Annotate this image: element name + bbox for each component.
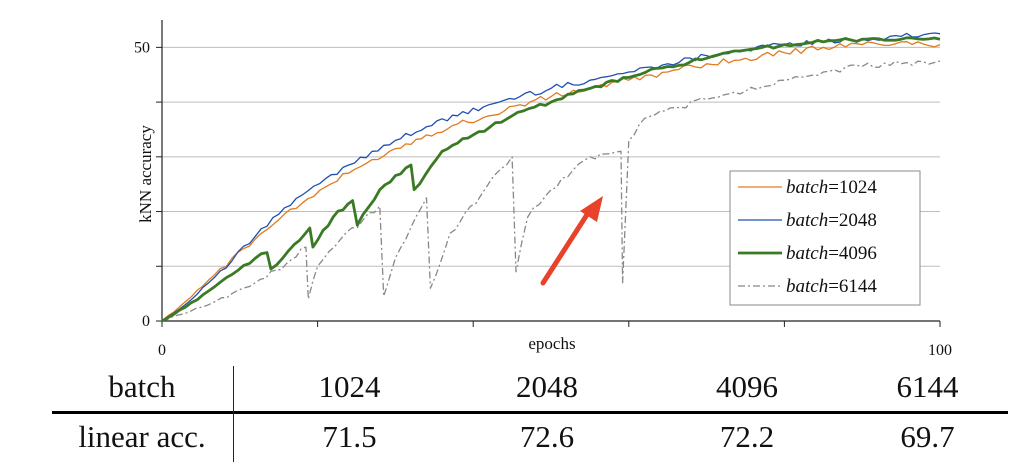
table-row: linear acc. 71.5 72.6 72.2 69.7: [52, 412, 1008, 462]
table-header-row: batch 1024 2048 4096 6144: [52, 362, 1008, 412]
red-arrow-head: [580, 196, 603, 222]
x-axis-label: epochs: [528, 334, 575, 353]
legend-entry-4096: batch=4096: [786, 243, 877, 264]
y-tick-label: 0: [142, 313, 150, 330]
axes: [156, 20, 941, 327]
x-tick-label: 0: [158, 342, 166, 359]
y-axis-label: kNN accuracy: [136, 125, 155, 223]
table-divider: [52, 411, 1008, 414]
table-header-cell: 1024: [318, 369, 381, 404]
table-cell: 71.5: [322, 419, 377, 454]
series-line-4096: [161, 36, 941, 323]
legend-entry-6144: batch=6144: [786, 276, 877, 297]
table-column-divider: [233, 366, 234, 462]
red-arrow-shaft: [540, 207, 593, 286]
table-row-label: linear acc.: [78, 419, 206, 454]
x-tick-label: 100: [928, 342, 952, 359]
tick-labels: 0 50 0 100: [134, 39, 952, 359]
red-arrow-annotation: [540, 196, 603, 286]
legend-entry-2048: batch=2048: [786, 210, 877, 231]
table-cell: 69.7: [900, 419, 955, 454]
table-header-cell: 6144: [896, 369, 959, 404]
table-header-cell: 2048: [516, 369, 578, 404]
legend-box: [729, 170, 921, 306]
legend-entry-1024: batch=1024: [786, 177, 877, 198]
table-cell: 72.6: [519, 419, 575, 454]
table-cell: 72.2: [719, 419, 775, 454]
table-header-cell: 4096: [716, 369, 778, 404]
linear-accuracy-table: batch 1024 2048 4096 6144 linear acc. 71…: [52, 362, 1008, 462]
series-line-1024: [161, 41, 941, 322]
table-row-header: batch: [108, 369, 176, 404]
y-tick-label: 50: [134, 39, 150, 56]
series-lines: [161, 32, 941, 323]
legend: batch=1024 batch=2048 batch=4096 batch=6144: [729, 170, 921, 306]
